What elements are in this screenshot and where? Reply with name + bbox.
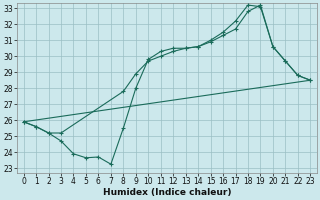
X-axis label: Humidex (Indice chaleur): Humidex (Indice chaleur)	[103, 188, 231, 197]
